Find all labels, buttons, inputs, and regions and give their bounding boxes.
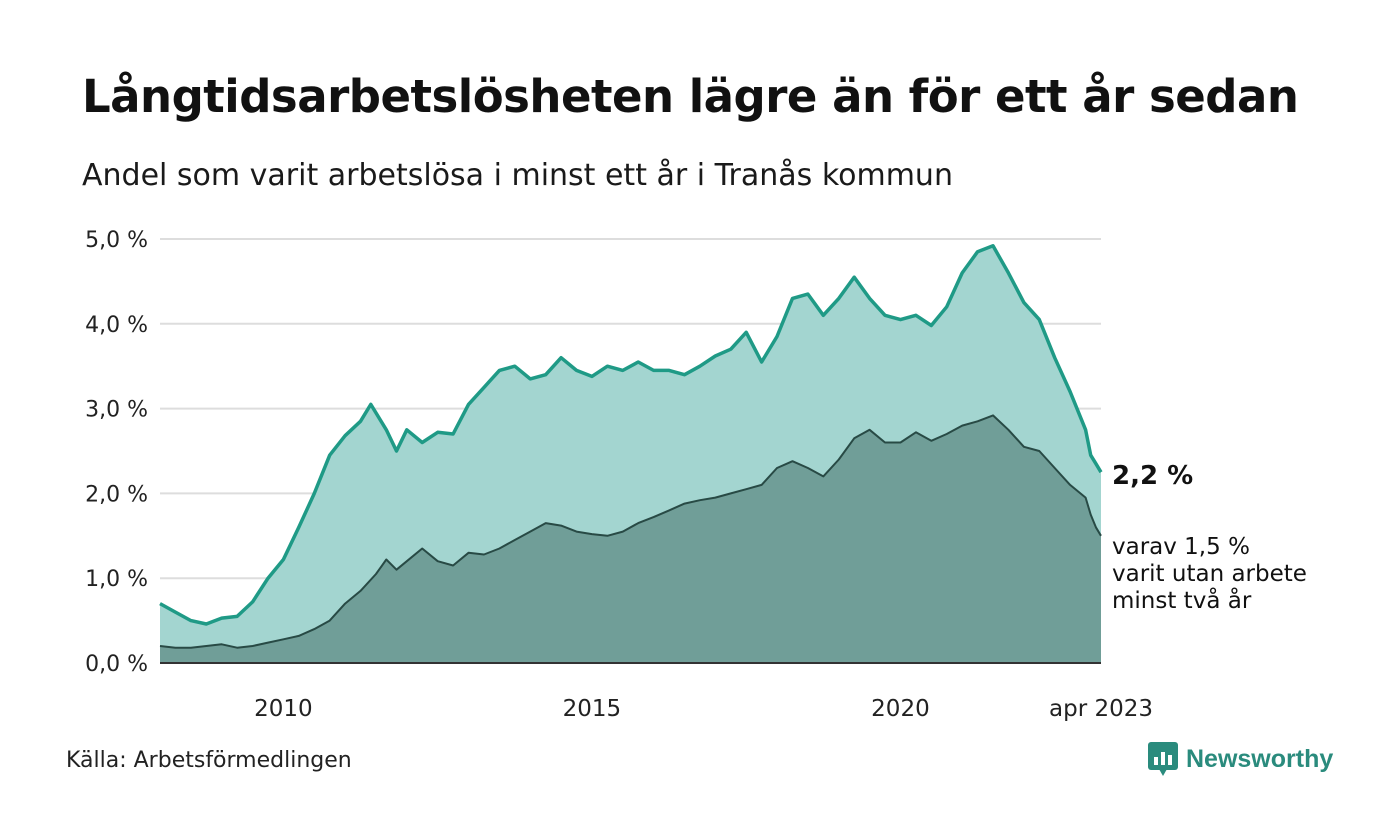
y-tick-label: 3,0 % (85, 398, 148, 423)
long-series-line (159, 414, 1102, 649)
end-labels: 2,2 % varav 1,5 % varit utan arbete minst t… (1112, 461, 1307, 614)
total-end-label: 2,2 % (1112, 461, 1193, 491)
areas (159, 244, 1103, 664)
total-series-line (159, 244, 1103, 626)
axes: 0,0 % 1,0 % 2,0 % 3,0 % 4,0 % 5,0 % 2010 2015 20… (85, 228, 1153, 722)
chart-title: Långtidsarbetslösheten lägre än för ett … (82, 70, 1299, 123)
x-tick-label: apr 2023 (1049, 696, 1153, 722)
x-tick-label: 2010 (254, 696, 313, 722)
y-tick-label: 2,0 % (85, 482, 148, 507)
x-tick-label: 2020 (871, 696, 930, 722)
y-tick-label: 4,0 % (85, 313, 148, 338)
long-term-end-label: varav 1,5 % varit utan arbete minst två år (1112, 534, 1307, 614)
y-tick-label: 1,0 % (85, 567, 148, 592)
y-tick-label: 5,0 % (85, 228, 148, 253)
long-term-end-label-line: minst två år (1112, 586, 1252, 614)
brand-name: Newsworthy (1186, 744, 1334, 773)
chart-subtitle: Andel som varit arbetslösa i minst ett å… (82, 158, 953, 193)
long-term-end-label-line: varit utan arbete (1112, 561, 1307, 587)
source-note: Källa: Arbetsförmedlingen (66, 748, 352, 773)
x-tick-label: 2015 (563, 696, 622, 722)
newsworthy-logo-icon (1148, 742, 1178, 776)
brand-logo: Newsworthy (1148, 742, 1333, 776)
long-term-end-label-line: varav 1,5 % (1112, 534, 1250, 560)
long-series-area (160, 415, 1101, 663)
y-tick-label: 0,0 % (85, 652, 148, 677)
